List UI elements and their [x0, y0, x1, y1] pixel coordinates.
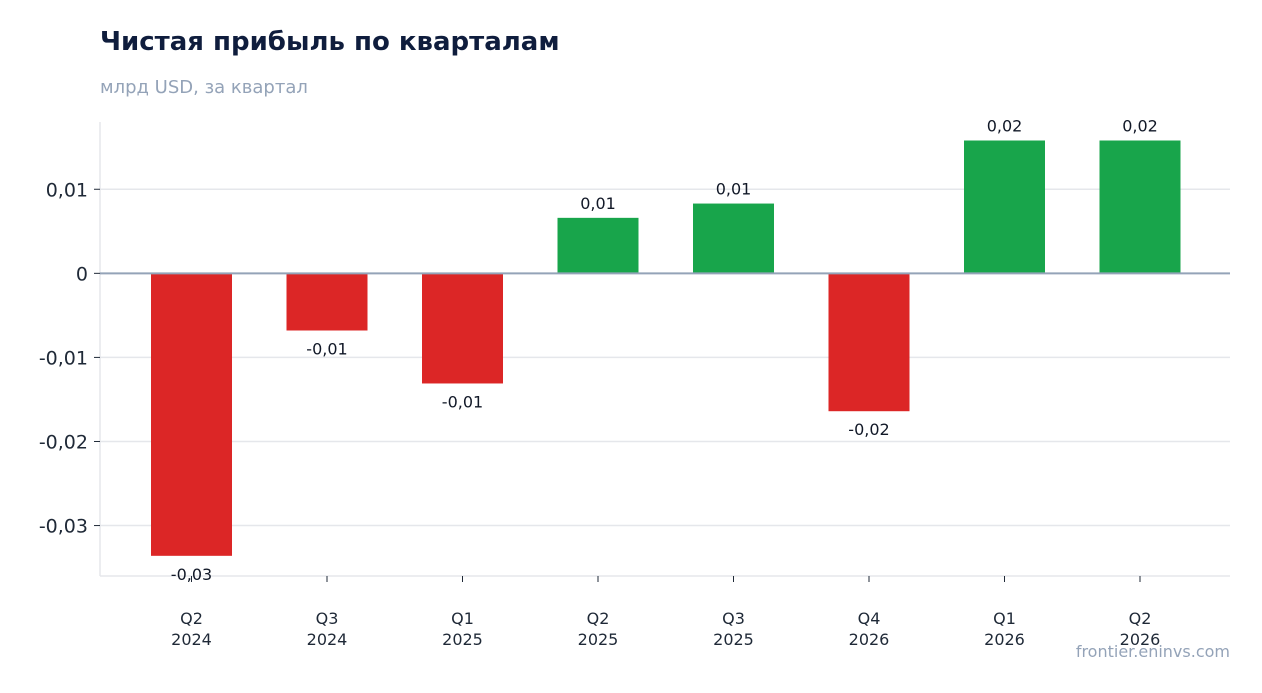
bar	[557, 217, 639, 274]
x-tick-label-year: 2026	[849, 630, 890, 649]
data-label: 0,01	[580, 194, 616, 213]
x-tick-label-year: 2026	[1120, 630, 1161, 649]
data-label: 0,02	[987, 116, 1023, 135]
x-tick-label-year: 2025	[578, 630, 619, 649]
x-tick-label-quarter: Q2	[587, 609, 610, 628]
x-tick-label-year: 2024	[307, 630, 348, 649]
bar	[1099, 140, 1181, 274]
x-tick-label-quarter: Q1	[451, 609, 474, 628]
x-tick-label-quarter: Q1	[993, 609, 1016, 628]
source-watermark: frontier.eninvs.com	[1075, 642, 1230, 661]
x-tick-label-year: 2025	[713, 630, 754, 649]
x-tick-label-quarter: Q2	[1129, 609, 1152, 628]
data-label: 0,02	[1122, 116, 1158, 135]
data-label: -0,01	[442, 392, 483, 411]
chart-title: Чистая прибыль по кварталам	[100, 27, 560, 57]
x-tick-label-quarter: Q3	[316, 609, 339, 628]
x-tick-label-year: 2024	[171, 630, 212, 649]
bar	[693, 203, 774, 274]
y-tick-label: -0,01	[39, 347, 88, 369]
data-label: 0,01	[716, 180, 752, 199]
x-tick-label-year: 2026	[984, 630, 1025, 649]
axes: 0,01 0 -0,01 -0,02 -0,03 Q2 2024 Q3 2024 Q1 2025 Q2…	[39, 122, 1230, 649]
x-tick-label-quarter: Q3	[722, 609, 745, 628]
y-tick-label: 0	[76, 263, 88, 285]
bars	[151, 140, 1181, 556]
data-label: -0,01	[306, 340, 347, 359]
chart-subtitle: млрд USD, за квартал	[100, 77, 308, 98]
bar	[422, 273, 503, 384]
gridlines	[100, 188, 1230, 527]
y-tick-label: -0,03	[39, 516, 88, 538]
data-label: -0,03	[171, 565, 212, 584]
bar	[151, 273, 232, 556]
bar	[286, 273, 368, 331]
bar	[964, 140, 1045, 274]
data-labels: -0,03 -0,01 -0,01 0,01 0,01 -0,02 0,02 0,02	[100, 116, 1230, 584]
bar	[828, 273, 910, 412]
y-tick-label: -0,02	[39, 431, 88, 453]
x-tick-label-quarter: Q4	[858, 609, 881, 628]
x-tick-label-year: 2025	[442, 630, 483, 649]
y-tick-label: 0,01	[46, 179, 88, 201]
x-tick-label-quarter: Q2	[180, 609, 203, 628]
data-label: -0,02	[848, 420, 889, 439]
